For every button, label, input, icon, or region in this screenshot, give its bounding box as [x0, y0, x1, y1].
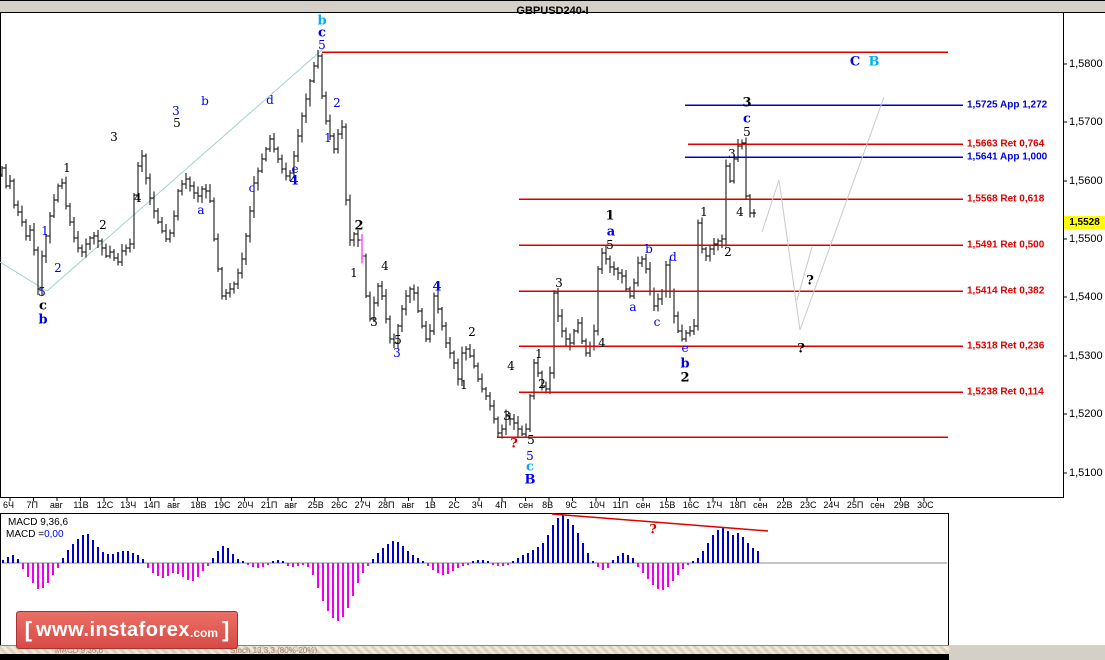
indicator-tab-strip: MACD 9,36,6 Stoch 13,3,3 (80%-20%)	[0, 645, 949, 655]
logo-bracket-close: ]	[222, 617, 230, 642]
current-price-badge: 1,5528	[1064, 216, 1105, 229]
tab-stochastic[interactable]: Stoch 13,3,3 (80%-20%)	[230, 646, 318, 655]
logo-bracket-open: [	[24, 617, 32, 642]
bottom-bar	[0, 654, 949, 660]
price-axis[interactable]	[1064, 13, 1105, 498]
macd-value-prefix: MACD =	[6, 529, 45, 540]
price-chart-area[interactable]	[1, 14, 1063, 497]
macd-value: 0,00	[44, 529, 64, 540]
logo-text: www.instaforex	[35, 619, 191, 641]
macd-name-label: MACD 9,36,6	[8, 517, 69, 528]
macd-value-label: MACD =0,00	[6, 529, 64, 540]
instaforex-logo: [ www.instaforex .com ]	[16, 611, 238, 649]
date-axis[interactable]	[0, 498, 1063, 512]
logo-tld: .com	[190, 625, 219, 640]
tab-macd[interactable]: MACD 9,36,6	[55, 646, 104, 655]
chart-title: GBPUSD240-I	[516, 5, 589, 17]
chart-window-title-bar[interactable]: GBPUSD240-I	[0, 0, 1105, 17]
bottom-right-corner	[949, 645, 1105, 660]
